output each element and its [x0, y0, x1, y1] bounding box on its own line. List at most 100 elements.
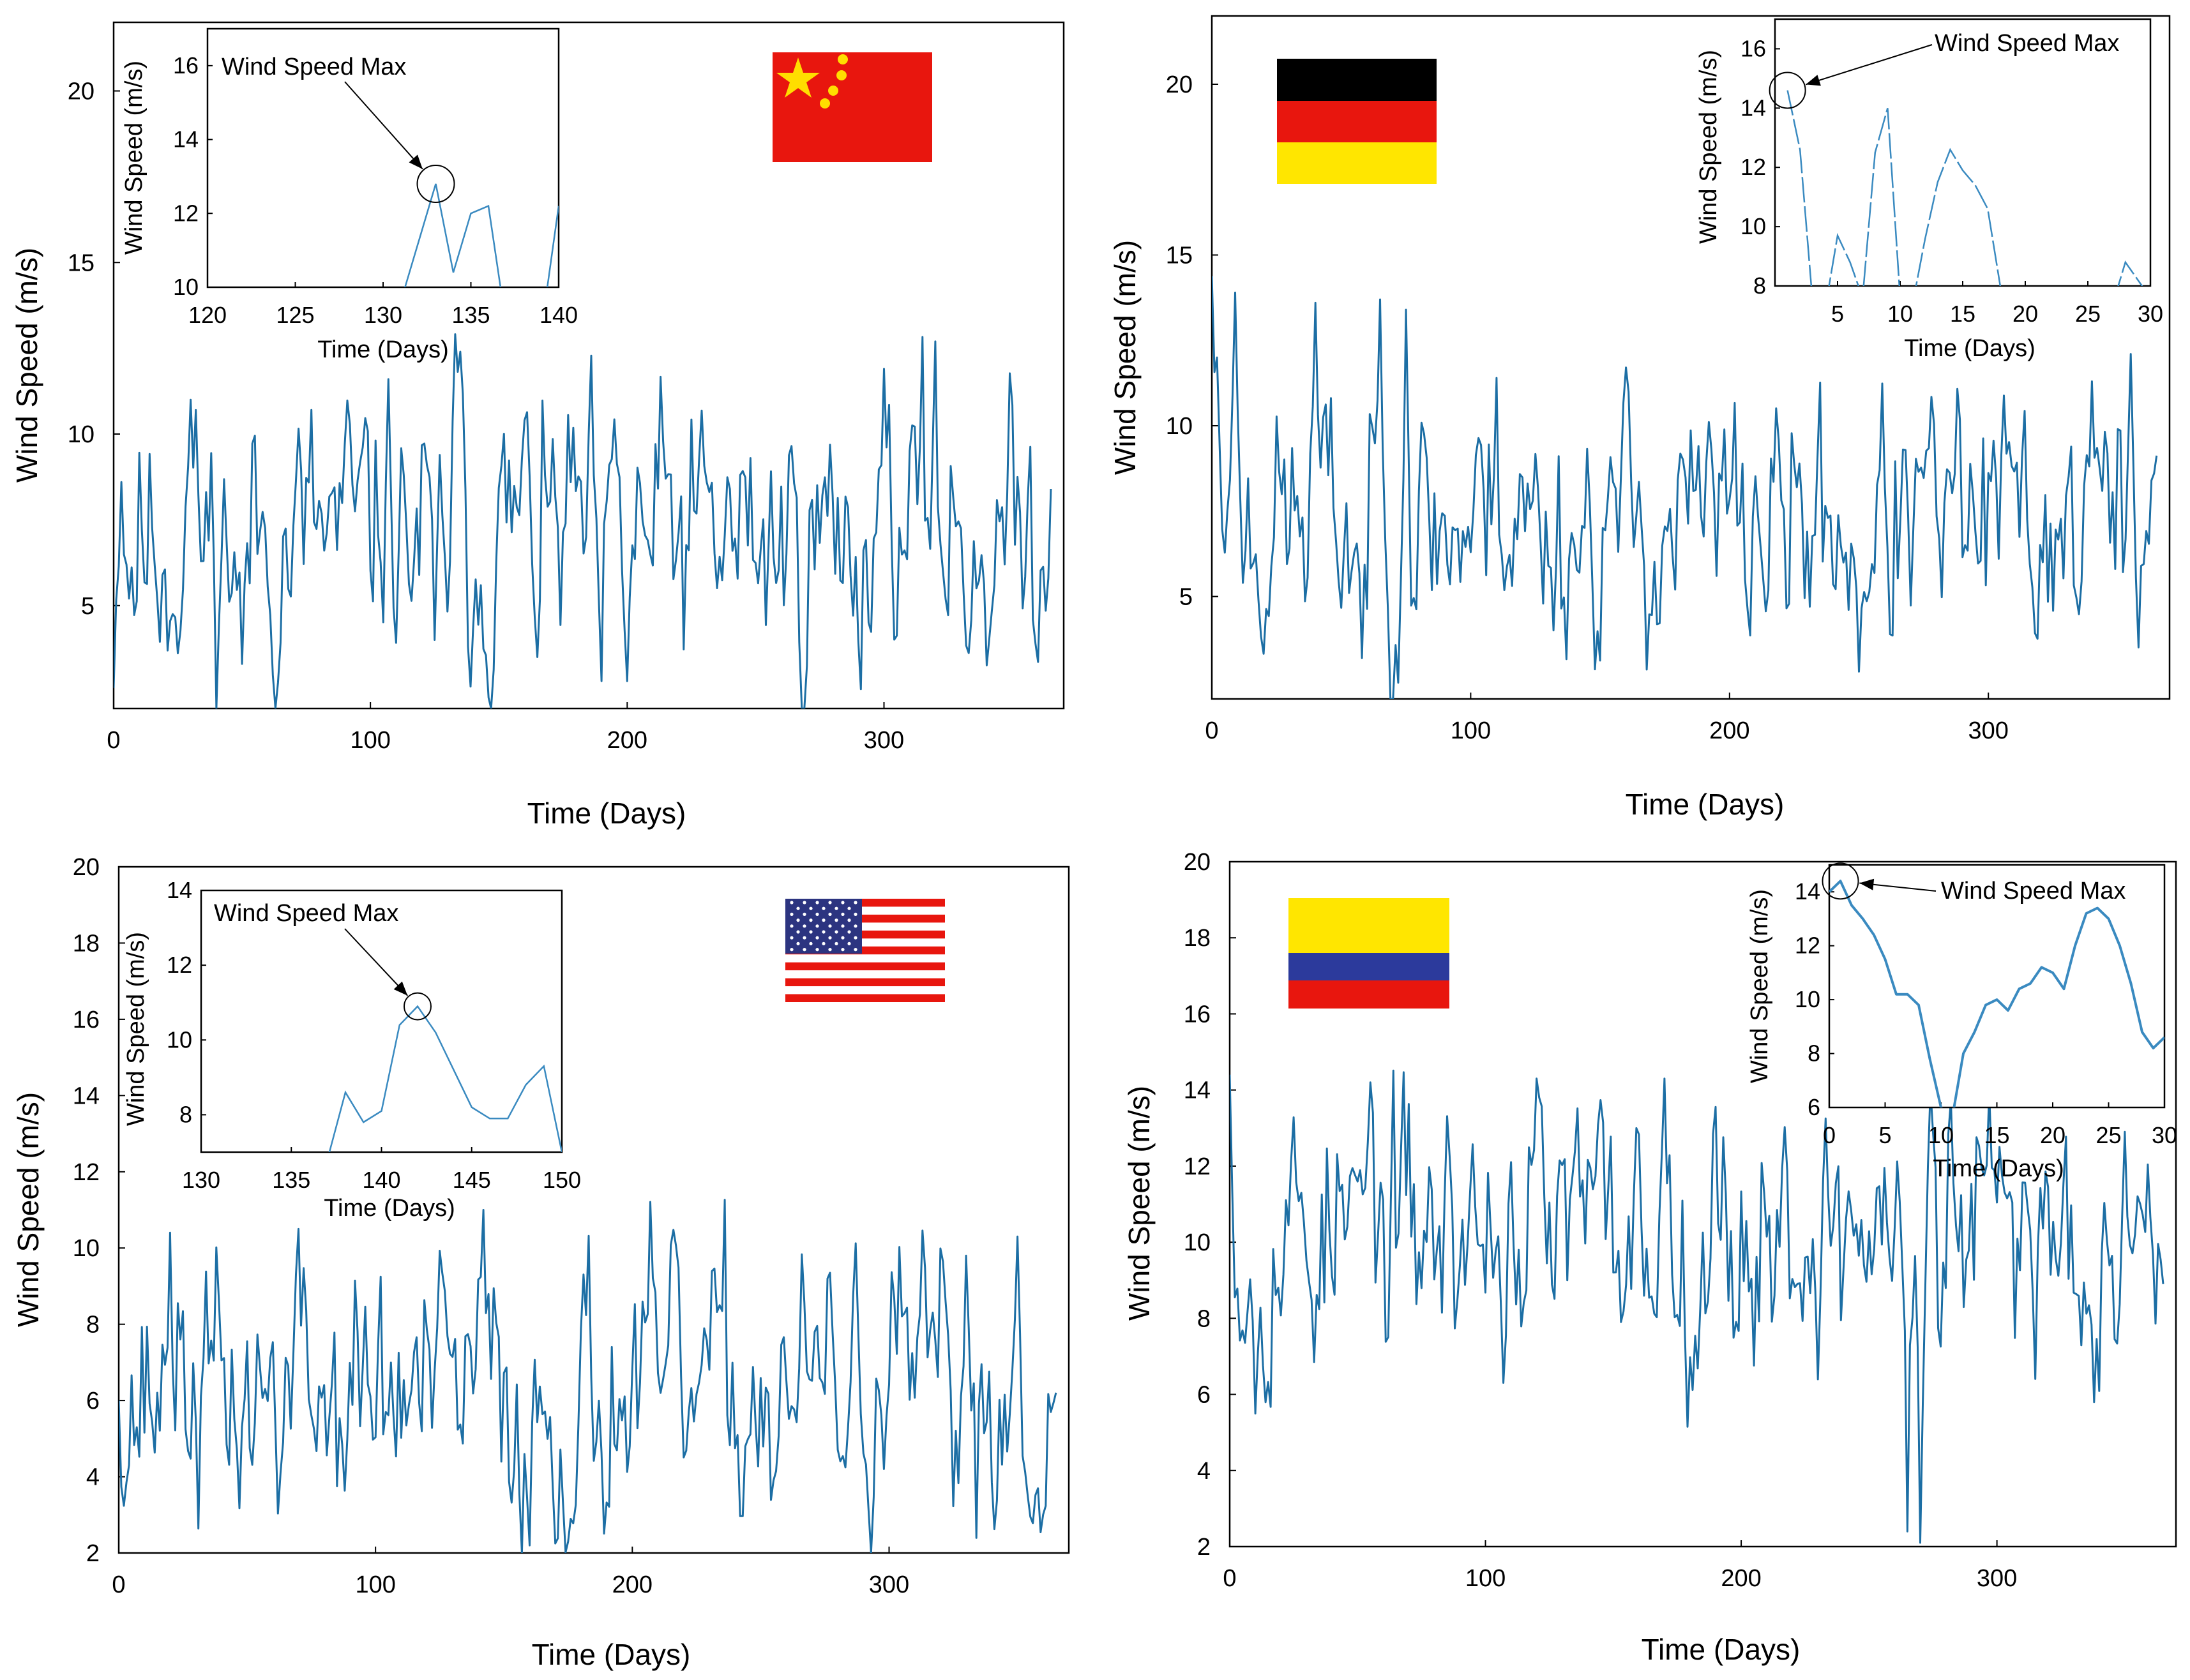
x-tick-label: 300 [1968, 717, 2009, 744]
wind-speed-max-annotation: Wind Speed Max [1935, 30, 2119, 57]
wind-speed-series-line [1212, 276, 2158, 699]
inset-x-axis-label: Time (Days) [324, 1195, 455, 1222]
y-tick-label: 10 [1166, 413, 1193, 440]
inset-x-tick-label: 25 [2096, 1122, 2121, 1148]
inset-series-line [404, 183, 559, 287]
annotation-arrowhead [409, 154, 423, 169]
usa-flag [785, 899, 945, 1002]
x-tick-label: 0 [1223, 1565, 1236, 1592]
inset-x-tick-label: 10 [1928, 1122, 1954, 1148]
x-tick-label: 0 [107, 727, 120, 754]
y-tick-label: 4 [1197, 1458, 1211, 1485]
inset-x-tick-label: 0 [1823, 1122, 1836, 1148]
inset-y-axis-label: Wind Speed (m/s) [1746, 889, 1773, 1083]
annotation-arrow [344, 81, 423, 170]
inset-y-tick-label: 14 [1795, 878, 1820, 904]
chart-panel-china: 0 100 200 300 5 10 15 20 Time (Days) Wind Speed… [10, 21, 1065, 830]
inset-x-tick-label: 20 [2040, 1122, 2065, 1148]
wind-speed-max-annotation: Wind Speed Max [214, 900, 398, 927]
y-tick-label: 20 [73, 854, 100, 881]
y-tick-label: 15 [68, 250, 94, 276]
inset-x-tick-label: 130 [182, 1167, 220, 1193]
inset-x-tick-label: 30 [2152, 1122, 2177, 1148]
inset-x-tick-label: 10 [1887, 301, 1913, 327]
wind-speed-max-annotation: Wind Speed Max [222, 54, 406, 80]
inset-axis-ticks: 5 10 15 20 25 30 8 10 12 14 16 [1741, 35, 2163, 327]
x-axis-label: Time (Days) [532, 1638, 691, 1671]
x-tick-label: 100 [355, 1571, 395, 1598]
inset-y-axis-label: Wind Speed (m/s) [123, 932, 149, 1126]
plot-frame [1228, 860, 2177, 1548]
y-tick-label: 6 [86, 1388, 100, 1414]
y-tick-label: 12 [1184, 1153, 1211, 1180]
inset-y-axis-label: Wind Speed (m/s) [121, 61, 147, 255]
x-tick-label: 100 [1465, 1565, 1506, 1592]
y-tick-label: 10 [68, 421, 94, 448]
y-tick-label: 18 [73, 930, 100, 957]
inset-y-tick-label: 10 [1741, 213, 1766, 239]
inset-y-tick-label: 12 [1795, 933, 1820, 959]
y-tick-label: 20 [1184, 849, 1211, 876]
inset-x-axis-label: Time (Days) [1904, 335, 2035, 362]
inset-x-tick-label: 150 [543, 1167, 581, 1193]
inset-y-tick-label: 10 [173, 274, 199, 300]
inset-y-tick-label: 14 [167, 877, 192, 903]
y-tick-label: 10 [73, 1235, 100, 1262]
plot-frame [117, 866, 1070, 1554]
x-axis-label: Time (Days) [1642, 1633, 1801, 1666]
inset-x-axis-label: Time (Days) [317, 336, 448, 363]
inset-x-tick-label: 5 [1831, 301, 1844, 327]
inset-x-tick-label: 30 [2138, 301, 2163, 327]
colombia-flag [1288, 898, 1449, 1009]
annotation-arrowhead [1806, 75, 1821, 86]
x-axis-label: Time (Days) [1626, 788, 1785, 821]
zoom-inset: 130 135 140 145 150 8 10 12 14 Time (Days) Wind … [123, 877, 581, 1222]
x-axis-label: Time (Days) [527, 797, 686, 830]
inset-x-tick-label: 140 [540, 302, 578, 328]
wind-speed-series-line [1230, 1069, 2164, 1544]
y-tick-label: 15 [1166, 243, 1193, 269]
inset-y-tick-label: 16 [1741, 35, 1766, 61]
inset-y-tick-label: 14 [1741, 94, 1766, 121]
x-tick-label: 200 [1721, 1565, 1761, 1592]
plot-frame [1211, 15, 2171, 700]
axis-ticks: 0 100 200 300 5 10 15 20 [68, 79, 904, 754]
x-tick-label: 0 [1205, 717, 1218, 744]
plot-frame [112, 21, 1065, 710]
annotation-arrow [1805, 44, 1933, 86]
inset-x-tick-label: 135 [272, 1167, 310, 1193]
inset-y-tick-label: 12 [173, 200, 199, 226]
inset-series-line [1829, 880, 2164, 1107]
china-flag [773, 52, 932, 162]
max-marker-circle [416, 165, 455, 203]
y-tick-label: 5 [81, 593, 94, 620]
x-tick-label: 300 [869, 1571, 909, 1598]
y-axis-label: Wind Speed (m/s) [1108, 240, 1142, 475]
x-tick-label: 100 [1451, 717, 1491, 744]
chart-panel-germany: 0 100 200 300 5 10 15 20 Time (Days) Wind Speed… [1108, 15, 2171, 821]
annotation-arrowhead [393, 981, 408, 996]
y-tick-label: 6 [1197, 1382, 1211, 1409]
zoom-inset: 120 125 130 135 140 10 12 14 16 Time (Days) Wind… [121, 27, 578, 363]
wind-speed-series-line [114, 333, 1052, 709]
inset-series-line [1786, 90, 2143, 286]
y-tick-label: 4 [86, 1464, 100, 1491]
inset-x-tick-label: 15 [1984, 1122, 2009, 1148]
y-tick-label: 12 [73, 1159, 100, 1186]
y-tick-label: 20 [1166, 71, 1193, 98]
y-axis-label: Wind Speed (m/s) [1122, 1086, 1156, 1321]
inset-y-tick-label: 8 [1808, 1040, 1820, 1067]
axis-ticks: 0 100 200 300 5 10 15 20 [1166, 71, 2009, 744]
y-tick-label: 14 [1184, 1077, 1211, 1104]
inset-axis-ticks: 0 5 10 15 20 25 30 6 8 10 12 14 [1795, 878, 2177, 1148]
inset-y-tick-label: 14 [173, 126, 199, 153]
inset-x-tick-label: 130 [364, 302, 402, 328]
wind-speed-series-line [119, 1199, 1057, 1553]
y-tick-label: 2 [1197, 1534, 1211, 1561]
x-tick-label: 200 [607, 727, 647, 754]
inset-y-tick-label: 10 [1795, 986, 1820, 1012]
y-tick-label: 5 [1179, 584, 1193, 611]
